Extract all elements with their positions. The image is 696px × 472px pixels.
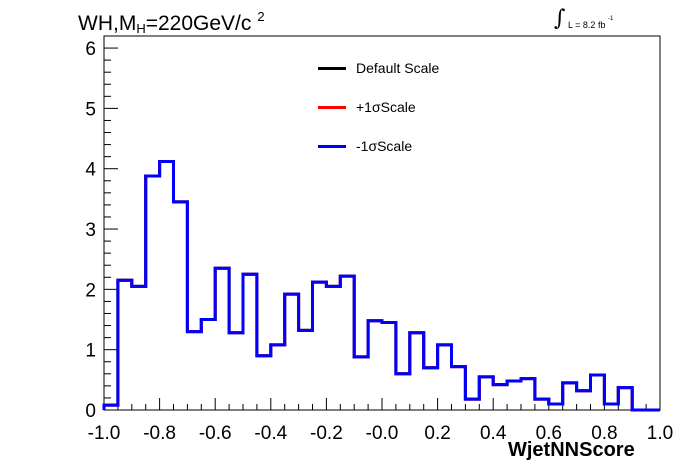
legend-entry-default: Default Scale <box>318 57 439 79</box>
x-tick-label: 1.0 <box>647 423 673 444</box>
x-tick-label: -0.0 <box>366 423 399 444</box>
legend-swatch-default <box>318 66 346 70</box>
x-tick-label: 0.4 <box>480 423 507 444</box>
integral-sign: ∫ <box>554 6 566 31</box>
y-tick-label: 6 <box>85 39 96 60</box>
y-axis: 0 1 2 3 4 5 6 <box>85 35 118 422</box>
legend-label-default: Default Scale <box>356 60 440 76</box>
x-tick-label: 0.2 <box>424 423 450 444</box>
x-tick-label: -1.0 <box>88 423 121 444</box>
y-tick-label: 2 <box>85 280 96 301</box>
legend-label-minus1sigma: -1σScale <box>356 138 413 154</box>
luminosity-unit-exp: -1 <box>607 16 614 22</box>
x-axis: -1.0 -0.8 -0.6 -0.4 -0.2 -0.0 0.2 0.4 0.6 0.8 1.0 <box>88 398 673 444</box>
title-subscript: H <box>136 21 146 36</box>
y-tick-label: 1 <box>85 341 96 362</box>
series-layer <box>102 159 660 412</box>
legend-swatch-minus1sigma <box>318 144 346 148</box>
legend-label-plus1sigma: +1σScale <box>356 99 416 115</box>
legend-swatch-plus1sigma <box>318 105 346 109</box>
x-tick-label: 0.6 <box>536 423 562 444</box>
x-tick-label: -0.8 <box>143 423 176 444</box>
legend-entry-plus1sigma: +1σScale <box>318 96 416 118</box>
title-suffix: =220GeV/c <box>145 12 252 35</box>
x-tick-label: -0.2 <box>310 423 343 444</box>
legend-entry-minus1sigma: -1σScale <box>318 135 412 157</box>
title-superscript: 2 <box>257 9 265 24</box>
y-tick-label: 4 <box>85 160 96 181</box>
title-prefix: WH,M <box>78 12 137 35</box>
series-line-2 <box>102 159 660 412</box>
luminosity-value: L = 8.2 fb <box>568 20 606 30</box>
x-axis-title: WjetNNScore <box>508 439 635 461</box>
x-tick-label: -0.6 <box>199 423 232 444</box>
luminosity-text: L = 8.2 fb -1 <box>568 16 613 30</box>
plot-title: WH,MH=220GeV/c 2 <box>78 9 265 36</box>
y-tick-label: 5 <box>85 99 96 120</box>
x-tick-label: -0.4 <box>254 423 287 444</box>
x-tick-label: 0.8 <box>591 423 617 444</box>
y-tick-label: 0 <box>85 401 96 422</box>
y-tick-label: 3 <box>85 220 96 241</box>
